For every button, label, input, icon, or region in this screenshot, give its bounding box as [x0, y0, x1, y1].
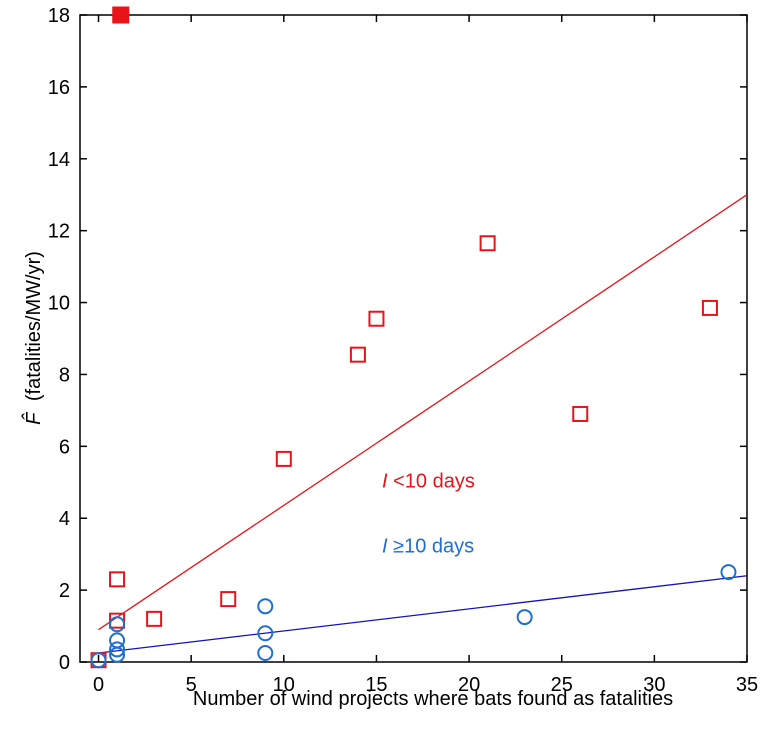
x-tick-label: 15 [365, 674, 387, 696]
y-tick-label: 10 [48, 293, 70, 315]
x-tick-label: 25 [551, 674, 573, 696]
regression-line [98, 575, 748, 654]
y-tick-label: 6 [59, 436, 70, 458]
y-tick-label: 0 [59, 652, 70, 674]
y-axis-ticks: 0 2 4 6 8 10 12 14 16 18 [48, 5, 747, 674]
data-points [90, 6, 737, 669]
y-tick-label: 4 [59, 508, 70, 530]
y-tick-label: 16 [48, 77, 70, 99]
data-point-square [349, 346, 366, 363]
data-point-circle [109, 616, 126, 633]
y-tick-label: 12 [48, 221, 70, 243]
y-axis-units: (fatalities/MW/yr) [23, 251, 45, 401]
x-axis-title: Number of wind projects where bats found… [193, 688, 673, 710]
annotation-symbol: I [382, 471, 388, 493]
data-point-circle [109, 641, 126, 658]
data-point-square [220, 591, 237, 608]
data-point-circle [257, 645, 274, 662]
y-axis-title-group: F̂ (fatalities/MW/yr) [22, 251, 45, 425]
plot-frame [79, 14, 748, 663]
data-point-circle [109, 632, 126, 649]
annotation-text: ≥10 days [388, 535, 475, 557]
regression-line [98, 194, 748, 631]
data-point-square [109, 571, 126, 588]
y-tick-label: 8 [59, 364, 70, 386]
x-tick-label: 35 [736, 674, 758, 696]
annotation-symbol: I [382, 535, 388, 557]
x-tick-label: 5 [186, 674, 197, 696]
annotation-label: I <10 days [382, 471, 475, 493]
y-axis-title: F̂ (fatalities/MW/yr) [22, 251, 45, 425]
data-point-circle [257, 625, 274, 642]
y-axis-symbol: F̂ [22, 411, 45, 425]
data-point-circle [90, 652, 107, 669]
data-point-circle [257, 598, 274, 615]
data-point-square-filled [112, 6, 130, 24]
x-tick-label: 0 [93, 674, 104, 696]
data-point-square [146, 610, 163, 627]
annotation-text: <10 days [388, 471, 475, 493]
x-axis-ticks: 0 5 10 15 20 25 30 35 [93, 15, 758, 696]
data-point-circle [516, 609, 533, 626]
y-tick-label: 14 [48, 149, 70, 171]
y-tick-label: 2 [59, 580, 70, 602]
fit-lines [98, 194, 748, 654]
data-point-square [572, 405, 589, 422]
x-tick-label: 20 [458, 674, 480, 696]
data-point-square [275, 450, 292, 467]
x-tick-label: 30 [643, 674, 665, 696]
data-point-circle [720, 564, 737, 581]
x-tick-label: 10 [273, 674, 295, 696]
data-point-square [701, 299, 718, 316]
data-point-square [479, 235, 496, 252]
y-tick-label: 18 [48, 5, 70, 27]
annotation-label: I ≥10 days [382, 535, 474, 557]
data-point-square [368, 310, 385, 327]
